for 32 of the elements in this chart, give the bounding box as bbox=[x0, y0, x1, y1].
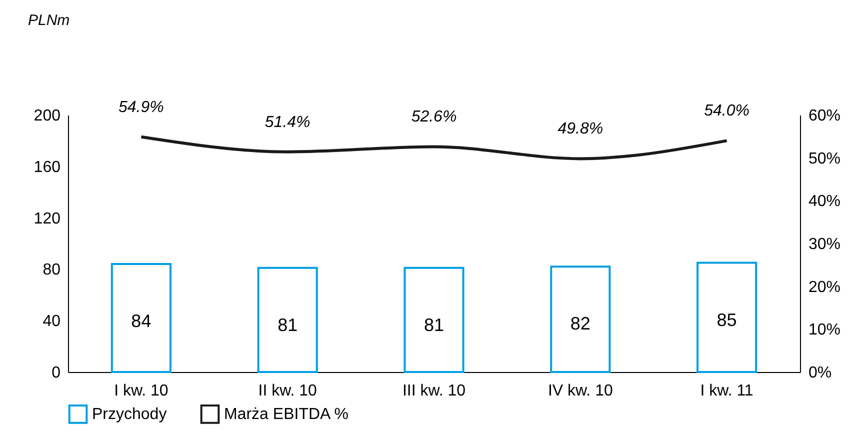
data-label: 81 bbox=[278, 314, 298, 335]
legend-label: Marża EBITDA % bbox=[224, 406, 348, 424]
y2-tick-label: 30% bbox=[808, 236, 841, 253]
data-label: 54.9% bbox=[118, 98, 164, 116]
data-label: 51.4% bbox=[264, 114, 310, 131]
x-tick-label: IV kw. 10 bbox=[548, 382, 613, 400]
data-label: 85 bbox=[716, 310, 737, 330]
y-tick-label: 80 bbox=[42, 262, 61, 279]
text: PLNm bbox=[28, 12, 70, 29]
y-tick-label: 120 bbox=[34, 210, 61, 228]
x-tick-label: III kw. 10 bbox=[402, 382, 466, 400]
data-label: 82 bbox=[570, 314, 590, 334]
y2-tick-label: 20% bbox=[808, 278, 841, 296]
legend-label: Przychody bbox=[92, 406, 167, 424]
data-label: 52.6% bbox=[411, 108, 457, 126]
y2-tick-label: 60% bbox=[808, 108, 841, 124]
y-tick-label: 200 bbox=[34, 108, 61, 124]
y2-tick-label: 0% bbox=[808, 364, 832, 382]
line-series bbox=[140, 135, 728, 160]
x-tick-label: I kw. 10 bbox=[114, 382, 168, 400]
data-label: 84 bbox=[131, 311, 152, 332]
y-tick-label: 0 bbox=[52, 364, 61, 382]
x-tick-label: I kw. 11 bbox=[700, 382, 754, 400]
data-label: 54.0% bbox=[704, 102, 750, 120]
x-tick-label: II kw. 10 bbox=[258, 382, 318, 400]
data-label: 49.8% bbox=[558, 120, 604, 138]
y-tick-label: 160 bbox=[34, 158, 61, 176]
data-label: 81 bbox=[424, 314, 444, 335]
y2-tick-label: 40% bbox=[808, 193, 841, 210]
y2-tick-label: 10% bbox=[808, 322, 841, 339]
y-tick-label: 40 bbox=[42, 313, 61, 330]
y2-tick-label: 50% bbox=[808, 150, 841, 168]
